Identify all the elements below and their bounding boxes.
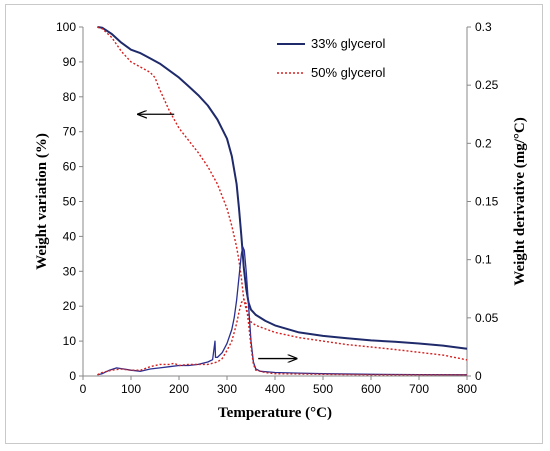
y-left-tick-label: 80 xyxy=(63,90,77,104)
y-left-tick-label: 90 xyxy=(63,55,77,69)
y-left-tick-label: 70 xyxy=(63,125,77,139)
y-left-tick-label: 100 xyxy=(56,20,76,34)
x-axis-title: Temperature (°C) xyxy=(218,405,332,421)
y-right-tick-label: 0.15 xyxy=(475,195,499,209)
y-left-axis-title: Weight variation (%) xyxy=(34,133,50,270)
series-line-derivative-50-glycerol xyxy=(97,298,467,376)
x-tick-label: 800 xyxy=(457,382,477,396)
y-left-tick-label: 0 xyxy=(69,369,76,383)
x-tick-label: 400 xyxy=(265,382,285,396)
y-left-tick-label: 60 xyxy=(63,160,77,174)
legend-label: 50% glycerol xyxy=(311,65,386,80)
y-right-tick-label: 0 xyxy=(475,369,482,383)
y-right-tick-label: 0.05 xyxy=(475,311,499,325)
x-tick-label: 100 xyxy=(121,382,141,396)
series-line-weight-33-glycerol xyxy=(97,26,468,350)
x-tick-label: 0 xyxy=(80,382,87,396)
chart-frame xyxy=(5,4,543,444)
y-left-tick-label: 40 xyxy=(63,229,77,243)
y-right-axis-title: Weight derivative (mg/°C) xyxy=(512,117,528,285)
y-right-tick-label: 0.3 xyxy=(475,20,492,34)
y-left-tick-label: 30 xyxy=(63,264,77,278)
x-tick-label: 600 xyxy=(361,382,381,396)
x-tick-label: 200 xyxy=(169,382,189,396)
y-right-tick-label: 0.1 xyxy=(475,253,492,267)
x-tick-label: 700 xyxy=(409,382,429,396)
y-left-tick-label: 10 xyxy=(63,334,77,348)
legend-label: 33% glycerol xyxy=(311,36,386,51)
y-right-tick-label: 0.2 xyxy=(475,136,492,150)
y-left-tick-label: 20 xyxy=(63,299,77,313)
x-tick-label: 300 xyxy=(217,382,237,396)
x-tick-label: 500 xyxy=(313,382,333,396)
y-right-tick-label: 0.25 xyxy=(475,78,499,92)
series-line-derivative-33-glycerol xyxy=(97,246,468,376)
y-left-tick-label: 50 xyxy=(63,195,77,209)
series-line-weight-50-glycerol xyxy=(97,26,468,361)
